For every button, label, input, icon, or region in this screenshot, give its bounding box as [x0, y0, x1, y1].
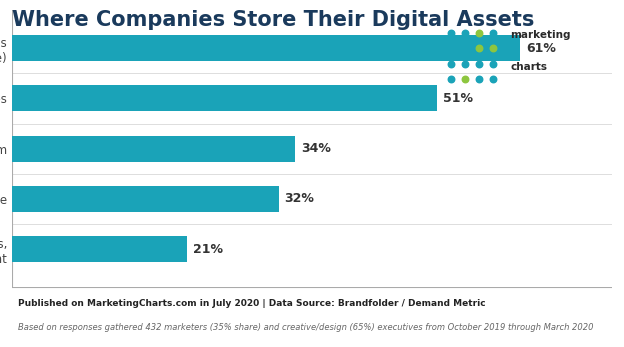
- Text: charts: charts: [510, 62, 547, 72]
- Point: [460, 61, 470, 66]
- Point: [446, 30, 456, 36]
- Point: [460, 76, 470, 82]
- Point: [474, 45, 484, 51]
- Point: [474, 61, 484, 66]
- Point: [446, 45, 456, 51]
- Text: Where Companies Store Their Digital Assets: Where Companies Store Their Digital Asse…: [12, 10, 535, 31]
- Text: marketing: marketing: [510, 30, 571, 40]
- Text: 34%: 34%: [301, 142, 331, 155]
- Point: [474, 30, 484, 36]
- Bar: [12, 35, 520, 61]
- Text: 32%: 32%: [285, 193, 314, 205]
- Point: [460, 45, 470, 51]
- Bar: [12, 236, 187, 262]
- Point: [488, 76, 498, 82]
- Point: [488, 30, 498, 36]
- Point: [488, 45, 498, 51]
- Text: Based on responses gathered 432 marketers (35% share) and creative/design (65%) : Based on responses gathered 432 marketer…: [19, 323, 594, 332]
- Point: [460, 30, 470, 36]
- Text: 21%: 21%: [193, 243, 223, 256]
- Point: [446, 61, 456, 66]
- Point: [446, 76, 456, 82]
- Text: 61%: 61%: [526, 42, 556, 54]
- Bar: [12, 85, 437, 111]
- Bar: [12, 136, 295, 162]
- Point: [488, 61, 498, 66]
- Text: 51%: 51%: [442, 92, 472, 105]
- Text: Published on MarketingCharts.com in July 2020 | Data Source: Brandfolder / Deman: Published on MarketingCharts.com in July…: [19, 298, 486, 307]
- Point: [474, 76, 484, 82]
- Bar: [12, 186, 279, 212]
